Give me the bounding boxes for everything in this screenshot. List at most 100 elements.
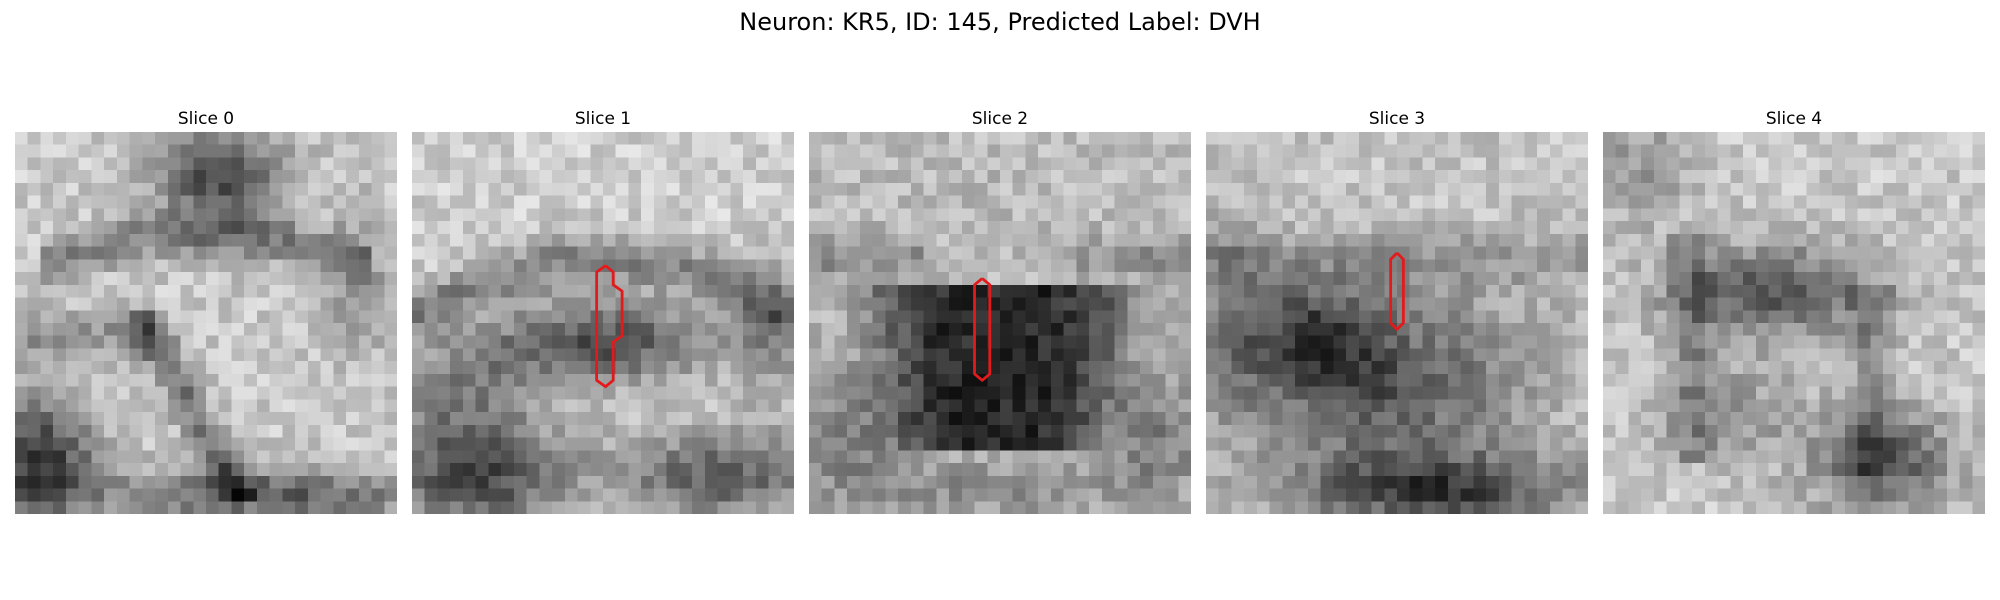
- pixel: [513, 373, 527, 387]
- pixel: [1076, 208, 1090, 222]
- pixel: [898, 144, 912, 158]
- pixel: [730, 233, 744, 247]
- pixel: [501, 195, 515, 209]
- pixel: [231, 450, 245, 464]
- pixel: [1244, 182, 1258, 196]
- pixel: [1140, 361, 1154, 375]
- pixel: [437, 386, 451, 400]
- pixel: [847, 132, 861, 145]
- pixel: [1218, 323, 1232, 336]
- pixel: [1178, 310, 1191, 324]
- pixel: [282, 297, 296, 311]
- pixel: [1959, 361, 1973, 375]
- pixel: [1178, 501, 1191, 514]
- pixel: [1641, 272, 1655, 286]
- pixel: [1473, 373, 1487, 387]
- pixel: [653, 246, 667, 260]
- pixel: [1857, 246, 1871, 260]
- pixel: [755, 335, 769, 349]
- pixel: [1101, 272, 1115, 286]
- pixel: [295, 361, 309, 375]
- pixel: [1562, 386, 1576, 400]
- pixel: [923, 132, 937, 145]
- pixel: [768, 386, 782, 400]
- pixel: [1346, 221, 1360, 235]
- roi-contour: [595, 264, 624, 389]
- pixel: [78, 233, 92, 247]
- pixel: [743, 373, 757, 387]
- pixel: [1371, 399, 1385, 413]
- pixel: [872, 310, 886, 324]
- pixel: [1603, 424, 1616, 438]
- pixel: [1781, 208, 1795, 222]
- pixel: [1473, 348, 1487, 362]
- pixel: [847, 272, 861, 286]
- pixel: [1628, 284, 1642, 298]
- pixel: [539, 361, 553, 375]
- pixel: [282, 170, 296, 184]
- pixel: [1806, 132, 1820, 145]
- pixel: [1972, 297, 1985, 311]
- pixel: [809, 195, 822, 209]
- pixel: [15, 348, 28, 362]
- pixel: [129, 170, 143, 184]
- pixel: [1218, 361, 1232, 375]
- pixel: [180, 424, 194, 438]
- pixel: [1857, 463, 1871, 477]
- pixel: [437, 335, 451, 349]
- pixel: [743, 221, 757, 235]
- pixel: [244, 221, 258, 235]
- pixel: [1934, 284, 1948, 298]
- pixel: [358, 297, 372, 311]
- pixel: [206, 450, 219, 464]
- roi-contour: [973, 277, 992, 382]
- pixel: [78, 297, 92, 311]
- pixel: [641, 424, 655, 438]
- pixel: [1000, 348, 1013, 362]
- pixel: [577, 399, 591, 413]
- pixel: [1101, 386, 1115, 400]
- pixel: [1012, 170, 1026, 184]
- pixel: [1794, 182, 1807, 196]
- pixel: [1806, 323, 1820, 336]
- pixel: [116, 361, 130, 375]
- pixel: [424, 424, 438, 438]
- pixel: [450, 412, 464, 426]
- pixel: [180, 348, 194, 362]
- pixel: [717, 297, 731, 311]
- pixel: [1908, 195, 1922, 209]
- pixel: [1704, 221, 1718, 235]
- pixel: [898, 221, 912, 235]
- pixel: [1269, 450, 1283, 464]
- pixel: [1537, 424, 1551, 438]
- pixel: [1666, 424, 1680, 438]
- pixel: [346, 450, 360, 464]
- pixel: [577, 132, 591, 145]
- pixel: [1921, 386, 1935, 400]
- pixel: [1486, 463, 1500, 477]
- pixel: [1384, 373, 1398, 387]
- pixel: [180, 386, 194, 400]
- pixel: [1269, 361, 1283, 375]
- pixel: [1717, 501, 1731, 514]
- pixel: [872, 195, 886, 209]
- pixel: [333, 182, 347, 196]
- pixel: [513, 424, 527, 438]
- pixel: [1524, 297, 1538, 311]
- pixel: [371, 335, 385, 349]
- pixel: [692, 437, 706, 451]
- pixel: [755, 424, 769, 438]
- pixel: [1256, 463, 1270, 477]
- pixel: [628, 170, 642, 184]
- pixel: [628, 501, 642, 514]
- pixel: [167, 195, 181, 209]
- pixel: [1165, 221, 1179, 235]
- pixel: [513, 450, 527, 464]
- pixel: [513, 475, 527, 489]
- pixel: [1511, 297, 1525, 311]
- pixel: [1615, 157, 1629, 171]
- pixel: [269, 208, 283, 222]
- pixel: [1857, 233, 1871, 247]
- pixel: [1165, 348, 1179, 362]
- pixel: [1537, 144, 1551, 158]
